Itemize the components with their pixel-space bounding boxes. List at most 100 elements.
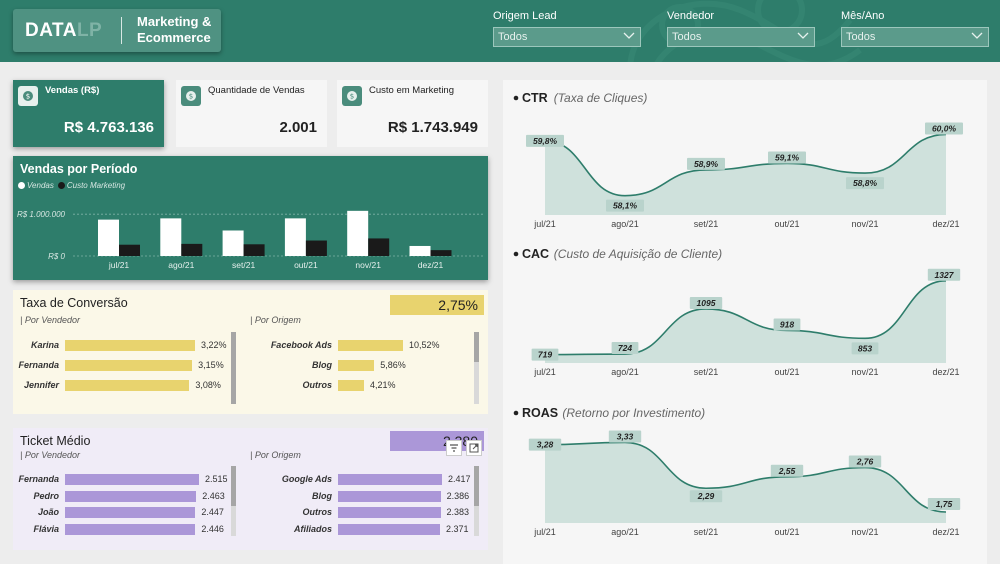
- legend-marker: [57, 182, 65, 189]
- data-label-box: [611, 342, 639, 355]
- data-label: 853: [858, 343, 872, 353]
- subtitle-por-vendedor: | Por Vendedor: [20, 450, 81, 460]
- data-label-box: [608, 430, 642, 443]
- trend-line[interactable]: [544, 133, 947, 197]
- scrollbar-track[interactable]: [474, 466, 479, 536]
- scrollbar-thumb[interactable]: [231, 466, 236, 506]
- data-label: 1,75: [936, 499, 953, 509]
- data-label-box: [925, 122, 963, 135]
- data-label-box: [927, 268, 961, 281]
- scrollbar-track[interactable]: [474, 332, 479, 404]
- subtitle-por-origem: | Por Origem: [250, 315, 301, 325]
- legend-label: Custo Marketing: [66, 181, 126, 190]
- bar[interactable]: [338, 523, 441, 535]
- bar-value: 2.515: [205, 474, 228, 484]
- scrollbar-thumb[interactable]: [474, 466, 479, 506]
- data-label: 3,28: [537, 440, 554, 450]
- bar[interactable]: [338, 340, 403, 351]
- filter-icon[interactable]: [446, 440, 462, 456]
- x-tick-label: jul/21: [533, 527, 556, 537]
- bar[interactable]: [338, 360, 375, 371]
- data-label: 724: [618, 343, 632, 353]
- bar[interactable]: [65, 507, 196, 518]
- bar[interactable]: [65, 360, 193, 371]
- area-fill: [545, 442, 946, 523]
- subtitle-por-vendedor: | Por Vendedor: [20, 315, 81, 325]
- filter-mes-ano: Mês/Ano Todos: [841, 10, 989, 47]
- bar-custo-marketing[interactable]: [305, 240, 327, 256]
- bar-label: Fernanda: [18, 474, 59, 484]
- data-label-box: [526, 134, 564, 147]
- bar-value: 10,52%: [409, 340, 440, 350]
- bar-value: 3,08%: [195, 380, 221, 390]
- bullet-icon: [513, 251, 519, 257]
- origem-lead-dropdown[interactable]: Todos: [493, 27, 641, 47]
- bar-label: Flávia: [33, 523, 59, 534]
- data-label: 60,0%: [932, 123, 957, 133]
- bar[interactable]: [338, 507, 441, 518]
- bar-custo-marketing[interactable]: [368, 238, 390, 256]
- data-label: 58,8%: [853, 178, 878, 188]
- bar-vendas[interactable]: [222, 230, 244, 256]
- bar-custo-marketing[interactable]: [430, 250, 452, 256]
- chevron-down-icon: [623, 32, 635, 39]
- data-label: 58,1%: [613, 201, 638, 211]
- bar-value: 3,15%: [198, 360, 224, 370]
- data-label: 2,76: [856, 457, 874, 467]
- bar[interactable]: [65, 474, 199, 485]
- bar-vendas[interactable]: [347, 210, 369, 256]
- data-label: 58,9%: [694, 159, 719, 169]
- bar[interactable]: [65, 490, 197, 502]
- panel-title: Ticket Médio: [20, 434, 91, 448]
- scrollbar-thumb[interactable]: [231, 332, 236, 404]
- data-label-box: [773, 318, 801, 331]
- data-label-box: [687, 157, 725, 170]
- mes-ano-dropdown[interactable]: Todos: [841, 27, 989, 47]
- bar-value: 4,21%: [370, 380, 396, 390]
- bar-vendas[interactable]: [98, 219, 119, 256]
- filter-label: Vendedor: [667, 10, 715, 22]
- chart-title: ROAS: [522, 406, 558, 420]
- kpi-card-vendas[interactable]: $ Vendas (R$) R$ 4.763.136: [13, 80, 164, 147]
- bar-value: 2.383: [446, 507, 470, 517]
- conversao-total-badge: 2,75%: [390, 295, 484, 315]
- chart-subtitle: (Custo de Aquisição de Cliente): [554, 247, 722, 261]
- bar[interactable]: [338, 380, 364, 391]
- kpi-card-quantidade[interactable]: $ Quantidade de Vendas 2.001: [176, 80, 327, 147]
- scrollbar-thumb[interactable]: [474, 332, 479, 362]
- bar-custo-marketing[interactable]: [243, 244, 265, 256]
- bar-vendas[interactable]: [284, 218, 306, 256]
- bar[interactable]: [65, 523, 196, 535]
- focus-mode-icon[interactable]: [466, 440, 482, 456]
- x-tick-label: nov/21: [851, 527, 878, 537]
- kpi-card-custo[interactable]: $ Custo em Marketing R$ 1.743.949: [337, 80, 488, 147]
- legend-vendas[interactable]: Vendas: [18, 181, 54, 190]
- bar[interactable]: [338, 474, 442, 485]
- legend-custo[interactable]: Custo Marketing: [57, 181, 126, 190]
- bar[interactable]: [338, 490, 441, 502]
- y-tick-label: R$ 0: [48, 252, 65, 261]
- dollar-icon: $: [342, 86, 362, 106]
- bar-custo-marketing[interactable]: [119, 244, 140, 256]
- scrollbar-track[interactable]: [231, 332, 236, 404]
- bar-custo-marketing[interactable]: [181, 243, 203, 256]
- bar-value: 2.447: [201, 507, 224, 517]
- visual-toolbar: [446, 440, 482, 456]
- data-label: 1095: [697, 298, 716, 308]
- x-tick-label: set/21: [694, 527, 719, 537]
- x-tick-label: jul/21: [108, 260, 130, 270]
- dropdown-value: Todos: [498, 31, 528, 43]
- scrollbar-track[interactable]: [231, 466, 236, 536]
- x-tick-label: set/21: [694, 367, 719, 377]
- data-label: 719: [538, 350, 552, 360]
- trend-line[interactable]: [544, 441, 947, 513]
- chart-title: CAC: [522, 247, 549, 261]
- x-tick-label: ago/21: [611, 219, 639, 229]
- bar[interactable]: [65, 340, 195, 351]
- bar[interactable]: [65, 380, 190, 391]
- bar-vendas[interactable]: [160, 218, 182, 256]
- svg-text:$: $: [26, 93, 30, 101]
- ticket-medio-panel: Ticket Médio 2.380 | Por Vendedor | Por …: [13, 428, 488, 550]
- vendedor-dropdown[interactable]: Todos: [667, 27, 815, 47]
- bar-vendas[interactable]: [409, 245, 431, 256]
